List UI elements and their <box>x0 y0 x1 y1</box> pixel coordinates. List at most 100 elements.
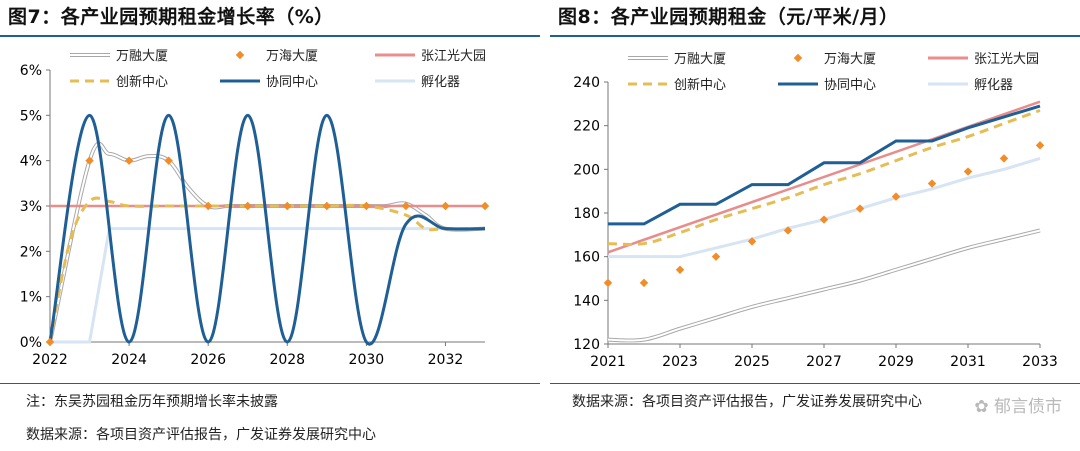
legend-label: 万融大厦 <box>116 49 168 64</box>
series-marker-wanhai <box>243 201 252 211</box>
bottom-rule <box>0 383 540 384</box>
x-tick-label: 2031 <box>950 354 986 370</box>
series-marker-wanhai <box>85 156 94 165</box>
legend-chuangxin: 创新中心 <box>628 77 726 93</box>
x-tick-label: 2025 <box>734 354 770 370</box>
legend-label: 协同中心 <box>824 78 876 93</box>
x-tick-label: 2023 <box>662 354 698 370</box>
y-tick-label: 120 <box>573 337 600 353</box>
legend-wanhai: 万海大厦 <box>793 52 876 67</box>
y-tick-label: 1% <box>20 290 42 306</box>
series-marker-wanhai <box>480 201 490 211</box>
legend-chuangxin: 创新中心 <box>70 74 168 90</box>
y-tick-label: 5% <box>20 108 42 124</box>
legend-wanrong: 万融大厦 <box>628 52 726 67</box>
growth-rate-panel: 图7：各产业园预期租金增长率（%） 0% 1% 2% 3% 4% 5% 6% 2022 2024… <box>0 6 540 443</box>
legend-label: 万海大厦 <box>266 49 318 64</box>
bottom-rule <box>550 383 1080 384</box>
watermark-text: 郁言债市 <box>994 397 1062 417</box>
series-marker-wanhai <box>124 156 134 165</box>
x-tick-label: 2032 <box>428 352 464 368</box>
series-marker-wanhai <box>711 252 721 261</box>
series-marker-wanhai <box>675 265 685 274</box>
x-tick-label: 2030 <box>349 352 385 368</box>
y-tick-label: 200 <box>573 162 600 178</box>
y-tick-label: 220 <box>573 119 600 135</box>
legend-label: 创新中心 <box>116 74 168 90</box>
legend-fuhua: 孵化器 <box>928 78 1013 93</box>
series-marker-wanhai <box>45 337 55 347</box>
legend-xietong: 协同中心 <box>220 75 318 90</box>
legend-wanhai: 万海大厦 <box>235 49 318 64</box>
y-tick-label: 160 <box>573 250 600 266</box>
x-tick-label: 2029 <box>878 354 914 370</box>
legend-xietong: 协同中心 <box>778 78 876 93</box>
chart-source: 数据来源：各项目资产评估报告，广发证券发展研究中心 <box>26 427 376 443</box>
legend-zhangjiang: 张江光大园 <box>375 49 486 64</box>
legend-label: 孵化器 <box>421 75 460 90</box>
series-marker-wanhai <box>322 201 332 211</box>
chart-title: 图8：各产业园预期租金（元/平米/月） <box>558 6 899 28</box>
legend-label: 张江光大园 <box>421 49 486 64</box>
series-marker-wanhai <box>927 179 937 188</box>
legend-swatch <box>793 53 803 63</box>
growth-rate-chart: 0% 1% 2% 3% 4% 5% 6% 2022 2024 2026 2028 2030 2032 万融… <box>20 49 490 368</box>
y-tick-label: 180 <box>573 206 600 222</box>
rent-panel: 图8：各产业园预期租金（元/平米/月） 120 140 160 180 200 220 24… <box>550 0 1080 451</box>
x-tick-label: 2024 <box>111 352 147 368</box>
series-line-xietong <box>48 113 486 346</box>
series-marker-wanhai <box>164 156 173 165</box>
chart-title: 图7：各产业园预期租金增长率（%） <box>8 6 334 28</box>
series-marker-wanhai <box>1035 141 1045 150</box>
series-marker-wanhai <box>747 237 757 246</box>
y-tick-label: 140 <box>573 293 600 309</box>
y-tick-label: 6% <box>20 63 42 79</box>
series-marker-wanhai <box>401 201 411 211</box>
wechat-icon: ✿ <box>974 397 989 417</box>
x-tick-label: 2028 <box>269 352 305 368</box>
y-tick-label: 240 <box>573 75 600 91</box>
legend-label: 协同中心 <box>266 75 318 90</box>
series-marker-wanhai <box>819 215 829 224</box>
series-line-chuangxin <box>607 108 1041 246</box>
x-tick-label: 2022 <box>32 352 68 368</box>
watermark: ✿ 郁言债市 <box>974 392 1062 417</box>
legend-label: 孵化器 <box>974 78 1013 93</box>
series-marker-wanhai <box>891 192 901 201</box>
y-tick-label: 0% <box>20 335 42 351</box>
series-line-xietong <box>608 104 1041 226</box>
y-tick-label: 2% <box>20 244 42 260</box>
legend-zhangjiang: 张江光大园 <box>928 52 1039 67</box>
y-tick-label: 4% <box>20 154 42 170</box>
x-tick-label: 2021 <box>590 354 626 370</box>
chart-source: 数据来源：各项目资产评估报告，广发证券发展研究中心 <box>572 394 922 410</box>
legend-swatch <box>235 50 245 60</box>
series-marker-wanhai <box>855 204 865 213</box>
series-marker-wanhai <box>441 201 450 211</box>
series-marker-wanhai <box>639 278 649 288</box>
title-rule <box>0 35 540 37</box>
x-tick-label: 2027 <box>806 354 842 370</box>
series-line-wanrong-inner <box>607 229 1041 342</box>
legend-fuhua: 孵化器 <box>375 75 460 90</box>
legend-label: 创新中心 <box>674 77 726 93</box>
legend-label: 张江光大园 <box>974 52 1039 67</box>
series-marker-wanhai <box>603 278 613 288</box>
y-tick-label: 3% <box>20 199 42 215</box>
legend-label: 万融大厦 <box>674 52 726 67</box>
chart-note: 注：东吴苏园租金历年预期增长率未披露 <box>26 394 278 410</box>
series-marker-wanhai <box>362 201 371 211</box>
x-tick-label: 2033 <box>1022 354 1058 370</box>
legend-label: 万海大厦 <box>824 52 876 67</box>
series-marker-wanhai <box>999 154 1009 163</box>
series-marker-wanhai <box>783 226 793 235</box>
series-marker-wanhai <box>283 201 292 211</box>
series-marker-wanhai <box>963 167 973 176</box>
series-line-wanrong <box>48 141 486 343</box>
series-line-wanrong-inner <box>49 142 486 343</box>
x-tick-label: 2026 <box>190 352 226 368</box>
series-marker-wanhai <box>203 201 213 211</box>
rent-chart: 120 140 160 180 200 220 240 2021 2023 2025 2027 202… <box>573 52 1058 370</box>
title-rule <box>550 35 1080 37</box>
legend-wanrong: 万融大厦 <box>70 49 168 64</box>
